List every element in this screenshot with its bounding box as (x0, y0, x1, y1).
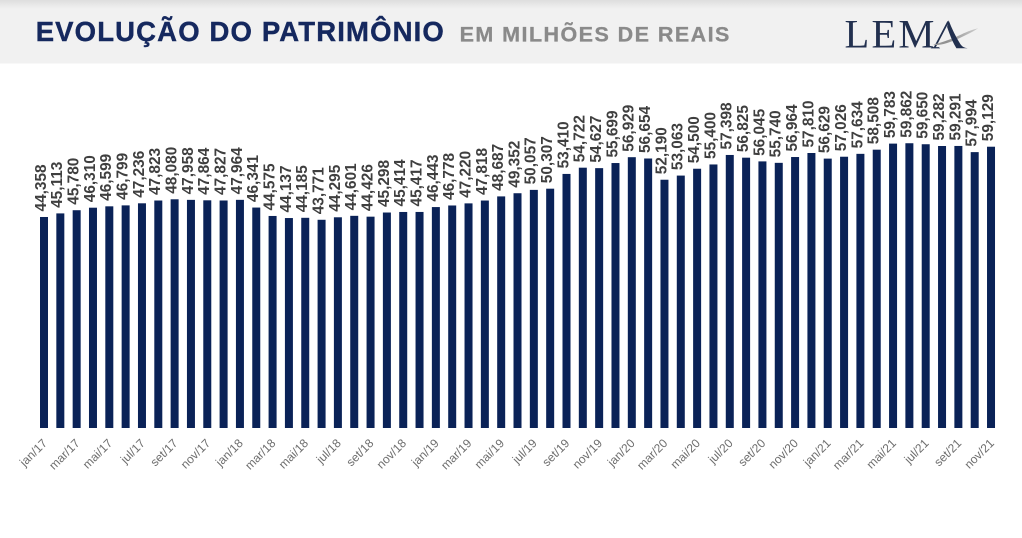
svg-text:47,827: 47,827 (213, 148, 230, 195)
svg-text:47,958: 47,958 (180, 147, 197, 195)
svg-text:54,627: 54,627 (588, 116, 605, 163)
svg-text:54,500: 54,500 (686, 116, 703, 163)
svg-text:50,057: 50,057 (523, 137, 540, 184)
svg-text:44,575: 44,575 (261, 163, 278, 211)
svg-text:55,740: 55,740 (768, 110, 785, 157)
svg-text:56,929: 56,929 (621, 105, 638, 152)
svg-text:44,137: 44,137 (278, 165, 295, 212)
svg-text:47,823: 47,823 (147, 148, 164, 195)
svg-text:EVOLUÇÃO DO PATRIMÔNIO: EVOLUÇÃO DO PATRIMÔNIO (36, 15, 445, 47)
svg-text:59,862: 59,862 (898, 91, 915, 138)
svg-text:EM MILHÕES DE REAIS: EM MILHÕES DE REAIS (460, 22, 731, 47)
svg-text:57,398: 57,398 (719, 102, 736, 150)
svg-text:56,045: 56,045 (751, 108, 768, 156)
svg-text:45,414: 45,414 (392, 159, 409, 207)
svg-text:56,825: 56,825 (735, 105, 752, 153)
svg-text:59,783: 59,783 (882, 91, 899, 138)
svg-text:53,063: 53,063 (670, 123, 687, 170)
svg-text:45,780: 45,780 (66, 158, 83, 205)
svg-text:47,236: 47,236 (131, 151, 148, 198)
svg-text:59,282: 59,282 (931, 93, 948, 140)
svg-text:44,426: 44,426 (359, 164, 376, 211)
svg-text:49,352: 49,352 (506, 141, 523, 188)
svg-text:57,634: 57,634 (849, 101, 866, 149)
svg-text:47,818: 47,818 (474, 148, 491, 196)
svg-text:53,410: 53,410 (555, 121, 572, 168)
svg-text:47,220: 47,220 (457, 151, 474, 198)
svg-text:55,400: 55,400 (702, 112, 719, 159)
svg-text:55,699: 55,699 (604, 110, 621, 157)
svg-text:56,964: 56,964 (784, 104, 801, 152)
svg-text:45,298: 45,298 (376, 160, 393, 208)
svg-text:57,026: 57,026 (833, 104, 850, 151)
svg-text:56,629: 56,629 (817, 106, 834, 153)
svg-text:58,508: 58,508 (866, 97, 883, 145)
svg-text:57,810: 57,810 (800, 100, 817, 147)
svg-text:44,185: 44,185 (294, 165, 311, 213)
svg-text:59,291: 59,291 (947, 93, 964, 141)
svg-text:54,722: 54,722 (572, 115, 589, 162)
svg-text:56,654: 56,654 (637, 105, 654, 153)
svg-text:48,687: 48,687 (490, 144, 507, 191)
svg-text:45,113: 45,113 (49, 162, 66, 208)
svg-text:44,358: 44,358 (33, 164, 50, 212)
svg-text:47,964: 47,964 (229, 147, 246, 195)
svg-text:44,295: 44,295 (327, 164, 344, 212)
svg-text:44,601: 44,601 (343, 163, 360, 211)
svg-text:46,799: 46,799 (115, 153, 132, 200)
svg-text:48,080: 48,080 (164, 147, 181, 194)
svg-text:46,341: 46,341 (245, 155, 262, 203)
svg-text:43,771: 43,771 (310, 167, 327, 215)
svg-text:59,129: 59,129 (980, 94, 997, 141)
svg-text:50,307: 50,307 (539, 136, 556, 183)
svg-text:46,443: 46,443 (425, 154, 442, 201)
svg-text:46,599: 46,599 (98, 154, 115, 201)
svg-text:59,650: 59,650 (915, 92, 932, 139)
svg-text:46,778: 46,778 (441, 152, 458, 200)
svg-text:46,310: 46,310 (82, 155, 99, 202)
svg-text:57,994: 57,994 (964, 99, 981, 147)
svg-text:52,190: 52,190 (653, 127, 670, 174)
svg-text:45,417: 45,417 (408, 159, 425, 206)
svg-text:47,864: 47,864 (196, 147, 213, 195)
svg-text:LEM: LEM (845, 12, 937, 57)
